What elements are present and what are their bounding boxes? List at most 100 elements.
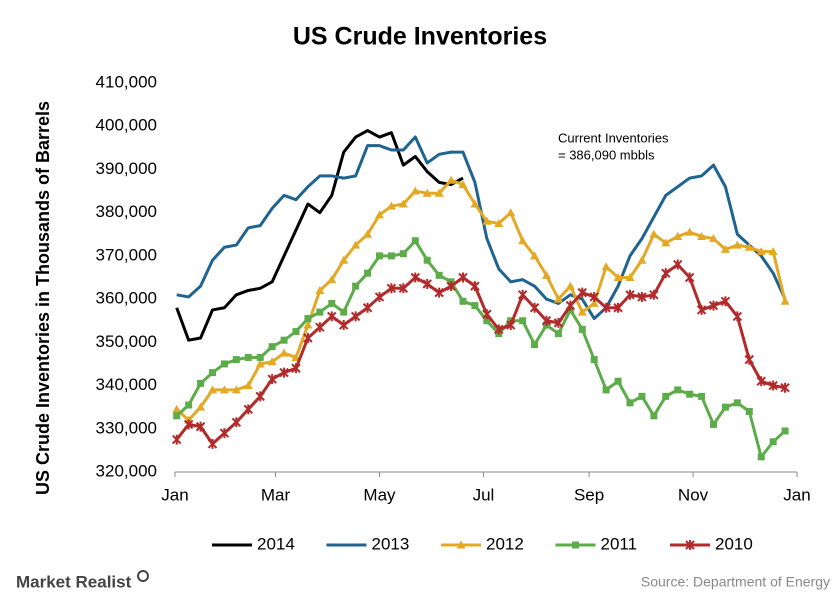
marker: [483, 317, 491, 325]
marker: [279, 367, 289, 378]
marker: [338, 320, 349, 331]
y-tick-label: 370,000: [96, 245, 157, 264]
marker: [720, 244, 730, 253]
marker: [744, 354, 754, 365]
marker: [411, 237, 419, 245]
marker: [410, 272, 420, 283]
marker: [781, 427, 789, 435]
marker: [459, 297, 467, 305]
marker: [780, 382, 790, 393]
marker: [613, 273, 623, 281]
marker: [267, 374, 277, 385]
marker: [733, 399, 741, 407]
marker: [304, 315, 312, 323]
marker: [435, 271, 443, 279]
marker: [446, 281, 456, 292]
chart-title: US Crude Inventories: [293, 23, 547, 51]
x-tick-label: Jan: [161, 485, 188, 504]
marker: [519, 317, 527, 325]
marker: [471, 302, 479, 310]
legend-label: 2012: [486, 534, 524, 553]
marker: [232, 356, 240, 364]
marker: [553, 317, 564, 328]
y-tick-label: 410,000: [96, 72, 157, 91]
marker: [517, 289, 528, 300]
marker: [732, 240, 742, 249]
marker: [351, 240, 361, 249]
marker: [613, 302, 623, 313]
y-tick-label: 390,000: [96, 159, 157, 178]
marker: [423, 256, 431, 264]
marker: [398, 199, 408, 208]
marker: [721, 403, 729, 411]
marker: [315, 322, 325, 333]
series-line: [175, 178, 787, 422]
marker: [578, 325, 586, 333]
marker: [494, 218, 504, 227]
y-tick-label: 350,000: [96, 332, 157, 351]
x-tick-label: Sep: [574, 485, 604, 504]
series-line: [175, 129, 464, 342]
marker: [744, 242, 754, 251]
marker: [530, 251, 540, 260]
marker: [399, 250, 407, 258]
series-line: [175, 263, 786, 446]
marker: [231, 385, 241, 394]
marker: [732, 311, 743, 322]
marker: [685, 227, 695, 236]
marker: [674, 386, 682, 394]
marker: [207, 385, 217, 394]
y-tick-label: 380,000: [96, 202, 157, 221]
marker: [482, 309, 492, 320]
marker: [541, 270, 551, 279]
marker: [267, 357, 277, 366]
marker: [768, 247, 778, 256]
x-tick-label: May: [363, 485, 396, 504]
marker: [661, 268, 671, 279]
marker: [386, 201, 396, 210]
marker: [386, 283, 397, 294]
marker: [506, 208, 516, 217]
marker: [745, 407, 753, 415]
marker: [756, 247, 766, 256]
marker: [661, 238, 671, 247]
marker: [387, 252, 395, 260]
marker: [219, 428, 230, 439]
marker: [255, 359, 265, 368]
marker: [650, 412, 658, 420]
x-tick-label: Nov: [678, 485, 709, 504]
marker: [572, 541, 579, 549]
marker: [364, 269, 372, 277]
marker: [303, 333, 313, 344]
marker: [769, 438, 777, 446]
marker: [531, 340, 539, 348]
legend-label: 2014: [257, 534, 295, 553]
marker: [697, 231, 707, 240]
x-tick-label: Jul: [473, 485, 495, 504]
marker: [577, 307, 587, 316]
marker: [662, 392, 670, 400]
marker: [280, 336, 288, 344]
marker: [173, 412, 181, 420]
series-line: [175, 239, 787, 459]
marker: [446, 175, 456, 184]
marker: [649, 229, 659, 238]
y-axis-label: US Crude Inventories in Thousands of Bar…: [33, 101, 53, 495]
marker: [434, 287, 444, 298]
marker: [638, 392, 646, 400]
marker: [482, 216, 492, 225]
marker: [470, 199, 480, 208]
marker: [684, 272, 695, 283]
marker: [410, 186, 420, 195]
marker: [625, 289, 635, 300]
marker: [757, 453, 765, 461]
marker: [756, 376, 766, 387]
marker: [219, 385, 229, 394]
marker: [649, 289, 659, 300]
marker: [696, 304, 707, 315]
marker: [185, 401, 193, 409]
marker: [602, 386, 610, 394]
marker: [698, 392, 706, 400]
marker: [768, 380, 778, 391]
